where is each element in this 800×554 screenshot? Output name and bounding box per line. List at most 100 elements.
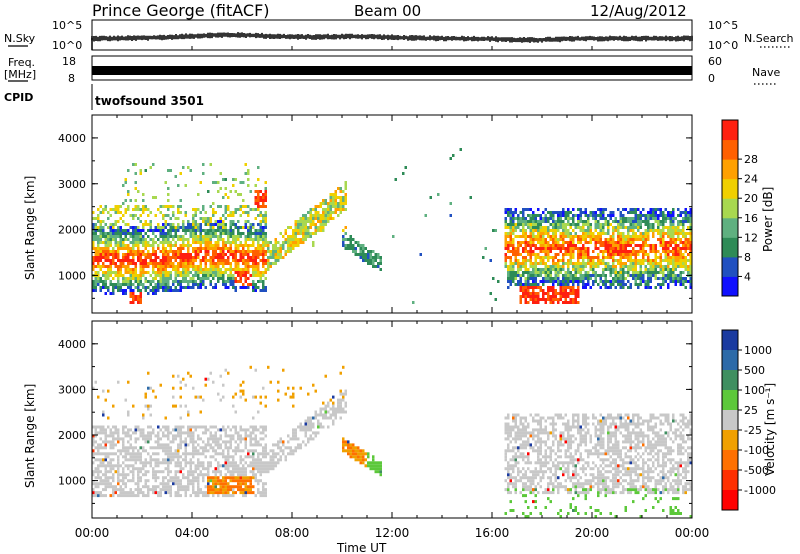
power-cell xyxy=(197,208,200,211)
power-cell xyxy=(582,238,585,241)
power-cell xyxy=(594,256,597,259)
power-cell xyxy=(127,271,130,274)
power-cell xyxy=(677,277,680,280)
power-cell xyxy=(264,190,267,193)
velocity-cell xyxy=(97,446,100,450)
power-cell xyxy=(224,178,227,181)
velocity-cell xyxy=(129,437,132,441)
velocity-cell xyxy=(342,407,345,411)
power-cell xyxy=(122,280,125,283)
power-cell xyxy=(629,244,632,247)
power-cell xyxy=(569,226,572,229)
velocity-cell xyxy=(342,365,345,369)
velocity-cell xyxy=(222,485,225,489)
power-cell xyxy=(104,238,107,241)
velocity-cell xyxy=(219,473,222,477)
velocity-cell xyxy=(192,440,195,444)
power-cell xyxy=(584,262,587,265)
velocity-cell xyxy=(254,395,257,399)
power-cell xyxy=(147,271,150,274)
power-cell xyxy=(239,226,242,229)
velocity-cell xyxy=(194,428,197,432)
velocity-cell xyxy=(184,443,187,447)
power-cell xyxy=(162,253,165,256)
power-cell xyxy=(139,172,142,175)
velocity-cell xyxy=(97,458,100,462)
power-cell xyxy=(169,271,172,274)
velocity-cell xyxy=(342,398,345,402)
velocity-cell xyxy=(167,464,170,468)
power-cell xyxy=(209,232,212,235)
velocity-cell xyxy=(212,476,215,480)
velocity-cell xyxy=(132,494,135,498)
velocity-cell xyxy=(124,458,127,462)
power-cell xyxy=(547,244,550,247)
power-cell xyxy=(527,253,530,256)
power-cell xyxy=(509,280,512,283)
power-cell xyxy=(562,223,565,226)
power-cell xyxy=(542,247,545,250)
velocity-cell xyxy=(267,461,270,465)
power-cell xyxy=(652,226,655,229)
power-cell xyxy=(139,169,142,172)
power-cell xyxy=(139,259,142,262)
velocity-cell xyxy=(192,434,195,438)
power-cell xyxy=(142,265,145,268)
velocity-cell xyxy=(334,407,337,411)
power-cell xyxy=(529,271,532,274)
power-cell xyxy=(117,286,120,289)
power-cell xyxy=(622,244,625,247)
power-cell xyxy=(674,238,677,241)
power-cell xyxy=(674,250,677,253)
power-cell xyxy=(134,244,137,247)
power-cell xyxy=(609,241,612,244)
power-cell xyxy=(242,286,245,289)
power-cell xyxy=(172,211,175,214)
power-cell xyxy=(612,253,615,256)
velocity-cell xyxy=(209,476,212,480)
velocity-cell xyxy=(344,440,347,444)
power-cell xyxy=(669,271,672,274)
power-cell xyxy=(279,250,282,253)
power-cell xyxy=(122,241,125,244)
velocity-cell xyxy=(157,437,160,441)
power-cell xyxy=(149,226,152,229)
velocity-cell xyxy=(112,485,115,489)
power-cell xyxy=(162,247,165,250)
power-cell xyxy=(582,286,585,289)
power-cell xyxy=(217,274,220,277)
power-cell xyxy=(99,280,102,283)
power-cell xyxy=(117,280,120,283)
power-cell xyxy=(252,241,255,244)
velocity-cell xyxy=(292,434,295,438)
velocity-cell xyxy=(129,446,132,450)
power-cell xyxy=(544,256,547,259)
power-cell xyxy=(604,262,607,265)
velocity-cell xyxy=(124,491,127,495)
power-cell xyxy=(304,235,307,238)
velocity-cell xyxy=(232,485,235,489)
power-cell xyxy=(517,250,520,253)
power-cell xyxy=(177,250,180,253)
power-cell xyxy=(264,250,267,253)
power-cell xyxy=(584,286,587,289)
power-cell xyxy=(174,268,177,271)
power-cell xyxy=(674,259,677,262)
power-cell xyxy=(527,277,530,280)
power-cell xyxy=(277,247,280,250)
velocity-cell xyxy=(184,491,187,495)
velocity-cell xyxy=(322,416,325,420)
power-cell xyxy=(542,262,545,265)
velocity-cell xyxy=(134,446,137,450)
power-cell xyxy=(592,280,595,283)
power-cell xyxy=(519,286,522,289)
power-cell xyxy=(197,229,200,232)
power-cell xyxy=(237,274,240,277)
velocity-cell xyxy=(329,407,332,411)
power-cell xyxy=(249,229,252,232)
power-cell xyxy=(587,250,590,253)
velocity-cell xyxy=(177,452,180,456)
power-cell xyxy=(592,235,595,238)
power-cell xyxy=(177,274,180,277)
power-cell xyxy=(649,244,652,247)
